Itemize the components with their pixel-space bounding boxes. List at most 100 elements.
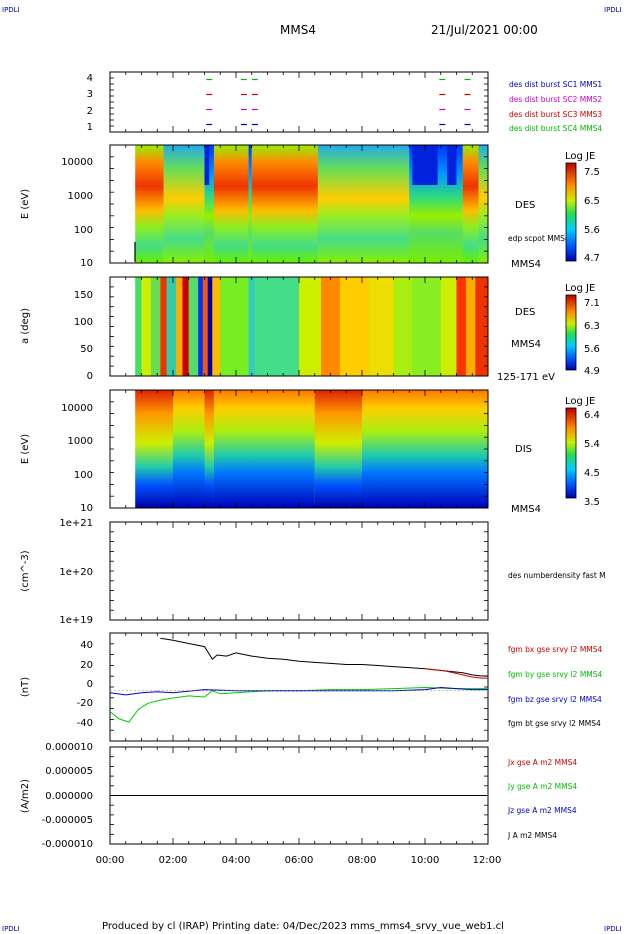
panel-dis-energy: 10000 1000 100 10 E (eV) DIS MMS4 Log JE… — [20, 389, 600, 515]
burst-legend-sc4: des dist burst SC4 MMS4 — [509, 124, 602, 133]
dis-energy-colorbar — [565, 407, 577, 499]
dis-energy-cbar-tick-0: 6.4 — [584, 410, 600, 421]
des-pitch-bottom-label: 125-171 eV — [497, 372, 555, 383]
panel-current: 0.000010 0.000005 0.000000 -0.000005 -0.… — [20, 742, 577, 850]
des-pitch-column — [202, 277, 208, 376]
density-legend: des numberdensity fast M — [508, 571, 606, 580]
des-pitch-column — [220, 277, 249, 376]
density-frame — [109, 521, 489, 621]
dis-energy-column — [204, 390, 214, 508]
des-energy-column — [213, 145, 249, 263]
fgm-series-line — [160, 637, 488, 677]
des-energy-column — [251, 145, 318, 263]
burst-legend-sc1: des dist burst SC1 MMS1 — [509, 80, 602, 89]
des-energy-cbar-title: Log JE — [565, 151, 595, 162]
des-energy-column — [204, 145, 214, 263]
fgm-ytick-40: 40 — [80, 640, 93, 651]
dis-energy-cbar-tick-1: 5.4 — [584, 439, 600, 450]
panel-burst-frame — [109, 71, 489, 133]
time-tick-0: 00:00 — [96, 855, 125, 866]
des-pitch-ytick-50: 50 — [80, 344, 93, 355]
dis-energy-ytick-10: 10 — [80, 503, 93, 514]
des-energy-cbar-tick-0: 7.5 — [584, 167, 600, 178]
density-ylabel: (cm^-3) — [20, 550, 31, 591]
des-pitch-cbar-tick-2: 5.6 — [584, 344, 600, 355]
des-pitch-column — [299, 277, 322, 376]
des-energy-ytick-10000: 10000 — [61, 157, 93, 168]
des-pitch-column — [198, 277, 203, 376]
density-ytick-1e21: 1e+21 — [59, 518, 93, 529]
des-pitch-ytick-100: 100 — [74, 317, 93, 328]
des-pitch-cbar-title: Log JE — [565, 283, 595, 294]
time-tick-5: 10:00 — [411, 855, 440, 866]
burst-legend-sc3: des dist burst SC3 MMS3 — [509, 110, 602, 119]
dis-energy-column — [362, 390, 488, 508]
des-pitch-column — [321, 277, 340, 376]
panel-des-energy: 10000 1000 100 10 E (eV) DES edp scpot M… — [20, 144, 600, 270]
burst-legend-sc2: des dist burst SC2 MMS2 — [509, 95, 602, 104]
current-legend-j: J A m2 MMS4 — [507, 831, 557, 840]
time-tick-6: 12:00 — [473, 855, 502, 866]
des-energy-low-band — [447, 145, 457, 185]
fgm-series-line — [110, 686, 488, 696]
dis-energy-cbar-title: Log JE — [565, 396, 595, 407]
dis-energy-column — [213, 390, 315, 508]
des-pitch-column — [212, 277, 221, 376]
fgm-series-line — [424, 668, 488, 679]
burst-ytick-2: 2 — [87, 106, 93, 117]
des-pitch-column — [188, 277, 199, 376]
des-pitch-cbar-tick-0: 7.1 — [584, 298, 600, 309]
des-energy-low-band — [412, 145, 438, 185]
des-energy-column — [248, 145, 252, 263]
des-pitch-column — [393, 277, 413, 376]
fgm-legend-bt: fgm bt gse srvy l2 MMS4 — [508, 719, 601, 728]
des-energy-low-band — [204, 145, 210, 185]
des-pitch-column — [368, 277, 394, 376]
dis-energy-ytick-1000: 1000 — [68, 436, 93, 447]
des-pitch-column — [254, 277, 299, 376]
des-pitch-ytick-150: 150 — [74, 290, 93, 301]
des-pitch-column — [176, 277, 183, 376]
dis-energy-column — [173, 390, 205, 508]
des-pitch-column — [166, 277, 177, 376]
panel-density: 1e+21 1e+20 1e+19 (cm^-3) des numberdens… — [20, 518, 606, 626]
current-legend-jx: Jx gse A m2 MMS4 — [507, 758, 577, 767]
corner-label-br: IPDLI — [604, 925, 622, 933]
current-ytick-4: -0.000010 — [42, 839, 93, 850]
des-energy-sublabel: edp scpot MMS4 — [508, 234, 570, 243]
time-tick-3: 06:00 — [285, 855, 314, 866]
des-energy-column — [478, 145, 488, 263]
des-pitch-column — [248, 277, 255, 376]
burst-ytick-1: 1 — [87, 122, 93, 133]
fgm-legend-bz: fgm bz gse srvy l2 MMS4 — [508, 695, 602, 704]
current-ytick-0: 0.000010 — [45, 742, 93, 753]
time-tick-2: 04:00 — [222, 855, 251, 866]
des-pitch-column — [182, 277, 189, 376]
datetime-title: 21/Jul/2021 00:00 — [431, 23, 538, 37]
des-pitch-column — [207, 277, 213, 376]
des-energy-column — [346, 145, 410, 263]
des-pitch-column — [339, 277, 369, 376]
current-legend-jz: Jz gse A m2 MMS4 — [507, 806, 577, 815]
corner-label-tl: IPDLI — [2, 6, 20, 14]
fgm-legend-bx: fgm bx gse srvy l2 MMS4 — [508, 645, 603, 654]
current-ylabel: (A/m2) — [20, 779, 31, 813]
fgm-ylabel: (nT) — [20, 677, 31, 697]
footer-text: Produced by cl (IRAP) Printing date: 04/… — [102, 921, 504, 932]
des-pitch-ylabel: a (deg) — [20, 308, 31, 344]
dis-energy-column — [135, 390, 173, 508]
des-energy-bottom-label: MMS4 — [511, 259, 541, 270]
fgm-ytick-m40: -40 — [77, 718, 93, 729]
fgm-ytick-0: 0 — [87, 679, 93, 690]
dis-energy-column — [314, 390, 362, 508]
corner-label-bl: IPDLI — [2, 925, 20, 933]
des-pitch-column — [475, 277, 488, 376]
time-tick-1: 02:00 — [159, 855, 188, 866]
spacecraft-title: MMS4 — [280, 23, 316, 37]
density-ytick-1e19: 1e+19 — [59, 615, 93, 626]
des-energy-column — [163, 145, 205, 263]
des-energy-ytick-10: 10 — [80, 258, 93, 269]
des-pitch-column — [456, 277, 466, 376]
des-pitch-column — [141, 277, 151, 376]
